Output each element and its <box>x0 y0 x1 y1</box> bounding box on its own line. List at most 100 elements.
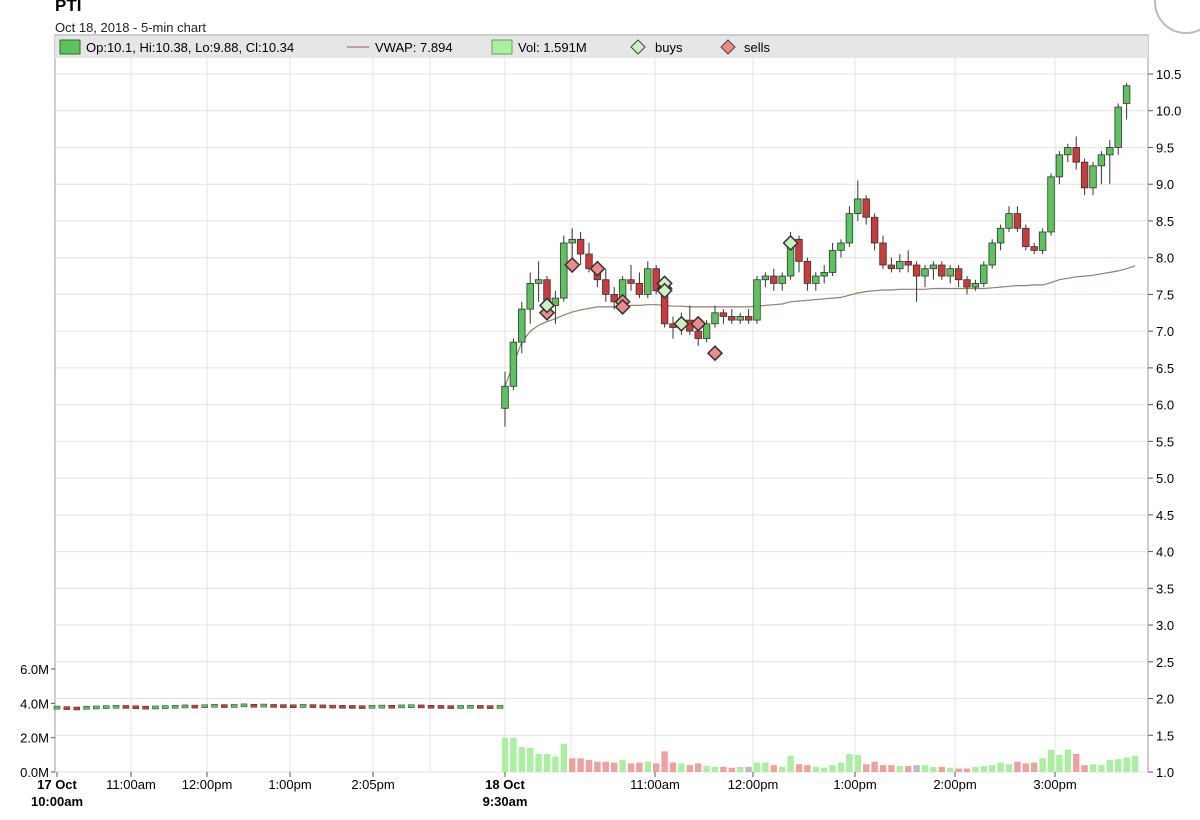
legend-buys-text: buys <box>655 40 683 55</box>
volume-tick-label: 4.0M <box>20 696 49 711</box>
candle-body <box>702 323 711 339</box>
volume-bar <box>1081 765 1088 772</box>
prev-day-candle <box>240 703 248 708</box>
volume-axis: 0.0M 2.0M 4.0M 6.0M <box>20 662 55 780</box>
candle-body <box>795 238 803 262</box>
prev-day-candle <box>368 705 376 709</box>
prev-day-candle <box>408 704 415 709</box>
candle <box>912 261 921 302</box>
candle <box>921 265 929 288</box>
volume-bar <box>1131 755 1139 772</box>
candle <box>896 254 904 273</box>
price-tick-label: 4.5 <box>1156 508 1174 523</box>
trade-markers <box>538 234 799 362</box>
price-tick-label: 7.0 <box>1156 324 1174 339</box>
price-tick-label: 2.5 <box>1156 655 1174 670</box>
volume-bar <box>921 765 929 772</box>
candle-body <box>753 279 761 321</box>
volume-bar <box>1073 753 1080 772</box>
candle-body <box>644 268 652 295</box>
prev-day-candle <box>260 703 267 708</box>
candle-body <box>971 282 980 288</box>
candle-body <box>1106 147 1114 156</box>
legend-bar <box>55 36 1148 58</box>
prev-day-candle <box>221 704 228 708</box>
volume-bar <box>854 754 861 772</box>
price-tick-label: 8.0 <box>1156 251 1174 266</box>
price-tick-label: 9.0 <box>1156 177 1174 192</box>
candle <box>1072 136 1080 170</box>
time-tick-label: 12:00pm <box>728 777 779 792</box>
candle-body <box>501 385 509 409</box>
prev-day-candle <box>309 704 317 708</box>
legend-buys: buys <box>630 39 683 55</box>
prev-day-candle <box>378 704 386 709</box>
volume-bar <box>543 753 551 772</box>
time-tick-sublabel: 10:00am <box>31 794 83 809</box>
prev-day-candle <box>162 705 169 709</box>
candle-body <box>744 316 753 321</box>
price-tick-label: 8.5 <box>1156 214 1174 229</box>
candle-body <box>812 275 820 284</box>
candle-body <box>652 268 660 292</box>
volume-bar <box>947 767 954 772</box>
candle-body <box>1114 106 1122 148</box>
candle-body <box>954 268 963 281</box>
time-tick-label: 17 Oct <box>37 777 77 792</box>
candle <box>652 265 660 295</box>
candle-body <box>1013 213 1022 229</box>
candle <box>635 272 644 299</box>
volume-tick-label: 2.0M <box>20 731 49 746</box>
prev-day-candle <box>93 705 100 710</box>
time-tick-label: 18 Oct <box>485 777 525 792</box>
sell-marker <box>614 298 631 315</box>
volume-bar <box>812 766 819 772</box>
sells-diamond-icon <box>720 39 736 55</box>
candle <box>1038 228 1047 255</box>
buy-marker <box>673 315 690 332</box>
volume-bar <box>594 761 601 772</box>
prev-day-candle <box>201 704 208 709</box>
candle <box>753 276 761 324</box>
time-tick-sublabel: 9:30am <box>483 794 528 809</box>
candle-body <box>870 216 879 244</box>
volume-bar <box>913 765 920 772</box>
candle-body <box>694 330 702 339</box>
candle <box>736 312 744 324</box>
candle-body <box>854 198 862 214</box>
volume-bar <box>728 767 735 772</box>
candle-body <box>929 264 938 270</box>
volume-bar <box>552 756 559 772</box>
candle <box>551 290 560 324</box>
candle-body <box>938 264 946 277</box>
candle-body <box>820 271 828 277</box>
volume-bar <box>972 766 979 772</box>
candle <box>938 261 946 280</box>
candle <box>1022 224 1030 251</box>
candle-body <box>845 213 854 244</box>
candle-body <box>887 264 896 270</box>
candle <box>795 235 803 273</box>
volume-bar <box>577 758 584 772</box>
volume-bar <box>627 763 635 772</box>
volume-bar <box>837 762 845 772</box>
prev-day-candle <box>339 705 346 709</box>
prev-day-candle <box>358 705 366 709</box>
volume-bar <box>879 765 887 772</box>
price-tick-label: 3.5 <box>1156 581 1174 596</box>
candle <box>602 268 610 302</box>
candle <box>929 261 938 280</box>
prev-day-candle <box>250 703 258 708</box>
volume-bar <box>980 765 987 772</box>
candle <box>728 309 736 324</box>
volume-bar <box>821 767 828 772</box>
volume-bar <box>636 762 643 772</box>
candle-body <box>534 279 543 284</box>
candle-body <box>778 275 786 284</box>
volume-bar <box>611 762 618 772</box>
volume-bar <box>829 765 836 772</box>
candle-body <box>921 268 929 277</box>
legend-vwap: VWAP: 7.894 <box>347 40 453 55</box>
volume-bar <box>1098 765 1105 772</box>
